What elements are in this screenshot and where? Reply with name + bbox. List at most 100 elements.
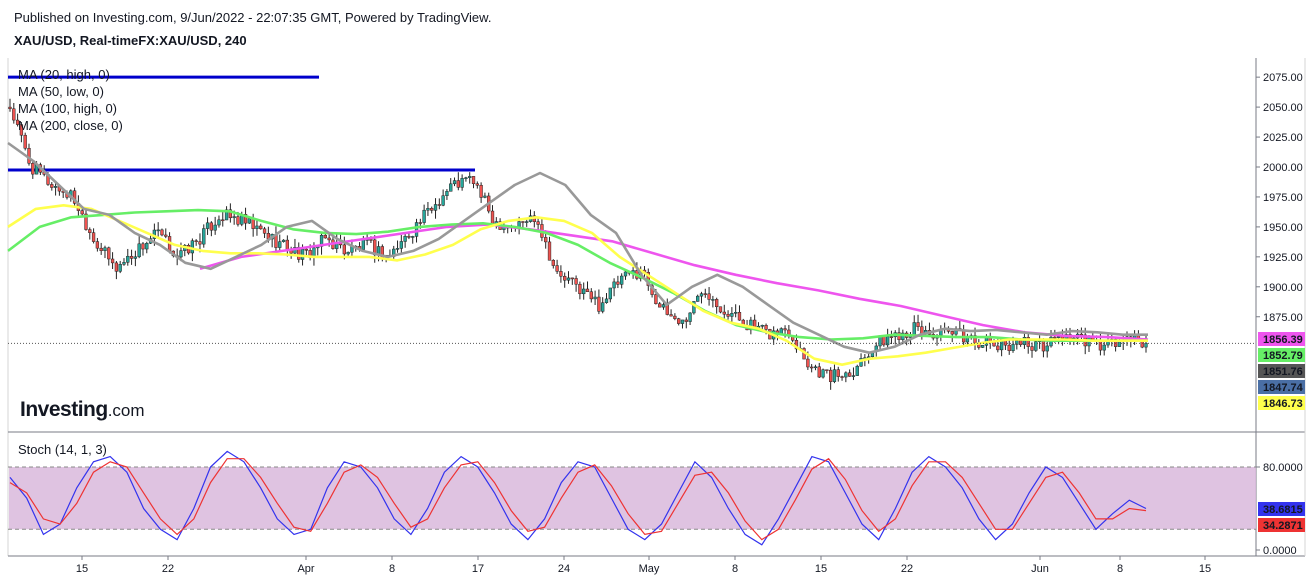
candle[interactable] [460,174,464,191]
candle[interactable] [559,265,563,283]
candle[interactable] [23,132,27,151]
candle[interactable] [855,364,859,376]
candle[interactable] [555,259,559,274]
candle[interactable] [620,273,624,289]
candle[interactable] [813,364,818,371]
candle[interactable] [243,207,248,230]
candle[interactable] [1030,342,1034,358]
candle[interactable] [114,260,119,280]
candle[interactable] [825,369,829,374]
candle[interactable] [319,232,324,255]
candle[interactable] [274,226,278,253]
candle[interactable] [980,345,985,349]
candle[interactable] [411,235,415,244]
candle[interactable] [885,328,890,349]
candle[interactable] [449,178,453,192]
candle[interactable] [202,224,206,248]
candle[interactable] [616,275,620,289]
candle[interactable] [612,278,616,297]
symbol-title[interactable]: XAU/USD, Real-timeFX:XAU/USD, 240 [14,33,247,48]
candle[interactable] [1007,338,1011,355]
candle[interactable] [703,288,707,298]
candle[interactable] [726,310,730,320]
candle[interactable] [399,235,403,254]
candle[interactable] [832,364,837,384]
candle[interactable] [665,298,669,316]
candle[interactable] [72,187,77,207]
candle[interactable] [1015,339,1019,350]
candle[interactable] [133,250,138,267]
candle[interactable] [734,304,738,318]
candle[interactable] [221,211,225,227]
candle[interactable] [821,368,825,379]
candle[interactable] [228,203,233,223]
candle[interactable] [255,218,259,236]
candle[interactable] [12,102,16,124]
candle[interactable] [50,182,54,191]
candle[interactable] [297,242,301,263]
candle[interactable] [551,259,555,269]
candle[interactable] [468,172,472,184]
candle[interactable] [536,218,540,231]
candle[interactable] [532,211,536,228]
candle[interactable] [304,248,308,256]
candle[interactable] [118,260,122,274]
candle[interactable] [722,304,726,320]
candle[interactable] [430,206,434,214]
candle[interactable] [699,291,704,304]
candle[interactable] [194,239,198,246]
candle[interactable] [760,324,764,330]
candle[interactable] [570,277,574,285]
candle[interactable] [437,198,441,210]
candle[interactable] [403,233,407,248]
candle[interactable] [278,234,282,253]
candle[interactable] [688,312,692,326]
candle[interactable] [213,216,217,235]
candle[interactable] [680,319,685,329]
candle[interactable] [718,306,723,314]
candle[interactable] [1144,335,1148,353]
candle[interactable] [1102,340,1106,356]
candle[interactable] [684,317,688,329]
candle[interactable] [1037,335,1042,349]
candle[interactable] [1034,339,1038,352]
candle[interactable] [224,206,229,221]
candle[interactable] [426,201,430,216]
candle[interactable] [475,181,479,189]
candle[interactable] [483,192,487,199]
candle[interactable] [452,177,457,187]
candle[interactable] [711,295,715,308]
candle[interactable] [464,176,468,182]
candle[interactable] [84,208,88,231]
candle[interactable] [293,238,297,255]
candle[interactable] [456,172,460,191]
candle[interactable] [961,324,966,346]
candle[interactable] [851,367,856,381]
candle[interactable] [593,290,597,305]
candle[interactable] [19,122,24,143]
candle[interactable] [528,209,533,223]
candle[interactable] [342,236,346,260]
candle[interactable] [31,160,35,179]
candle[interactable] [205,217,210,235]
candle[interactable] [669,309,673,317]
ma20-legend[interactable]: MA (20, high, 0) [18,67,110,82]
candle[interactable] [471,176,476,189]
candle[interactable] [889,330,894,345]
candle[interactable] [1045,341,1049,358]
candle[interactable] [585,281,590,292]
candle[interactable] [259,223,263,230]
candle[interactable] [160,228,164,237]
candle[interactable] [217,215,221,228]
candle[interactable] [126,248,130,266]
candle[interactable] [247,218,252,224]
candle[interactable] [392,245,396,261]
candle[interactable] [874,342,878,357]
candle[interactable] [715,297,719,314]
candle[interactable] [107,246,111,266]
candle[interactable] [893,330,897,345]
candle[interactable] [209,221,214,237]
candle[interactable] [490,205,495,225]
candle[interactable] [8,98,12,112]
candle[interactable] [829,367,833,390]
